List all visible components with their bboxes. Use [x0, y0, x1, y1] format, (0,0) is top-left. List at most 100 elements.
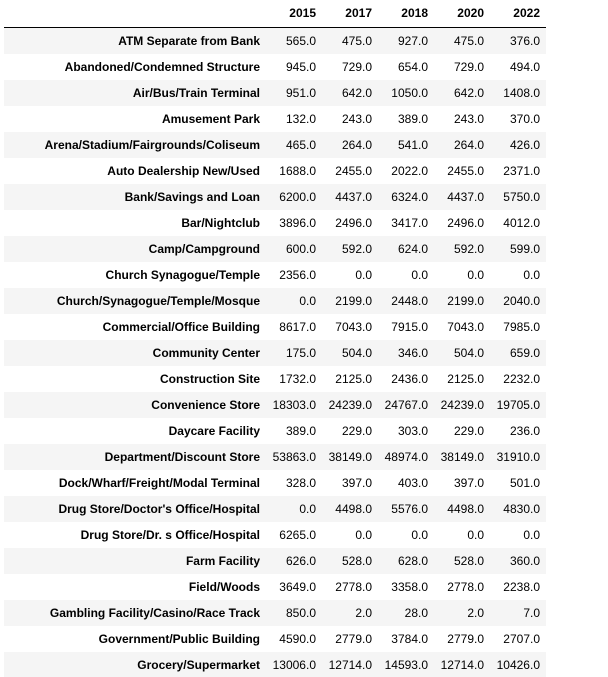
table-cell: 24767.0: [384, 398, 428, 412]
table-body: ATM Separate from Bank 565.0 475.0 927.0 475…: [4, 27, 546, 677]
table-cell: 397.0: [341, 476, 372, 490]
table-cell: 3417.0: [391, 216, 428, 230]
table-row: Field/Woods 3649.0 2778.0 3358.0 2778.0 2238.…: [4, 574, 546, 600]
table-cell: 4590.0: [279, 632, 316, 646]
table-cell: 229.0: [341, 424, 372, 438]
table-cell: 2232.0: [503, 372, 540, 386]
table-cell: 24239.0: [328, 398, 372, 412]
table-cell: 19705.0: [496, 398, 540, 412]
row-label: Drug Store/Doctor's Office/Hospital: [58, 502, 260, 516]
table-cell: 4437.0: [447, 190, 484, 204]
index-header: [4, 0, 266, 28]
table-row: Auto Dealership New/Used 1688.0 2455.0 2022…: [4, 158, 546, 184]
table-cell: 6324.0: [391, 190, 428, 204]
table-cell: 2238.0: [503, 580, 540, 594]
table-cell: 426.0: [509, 138, 540, 152]
table-cell: 2707.0: [503, 632, 540, 646]
table-cell: 951.0: [285, 86, 316, 100]
table-cell: 12714.0: [328, 658, 372, 672]
table-cell: 7043.0: [335, 320, 372, 334]
table-cell: 2778.0: [447, 580, 484, 594]
table-cell: 403.0: [397, 476, 428, 490]
table-cell: 2779.0: [335, 632, 372, 646]
table-cell: 2496.0: [335, 216, 372, 230]
table-row: Abandoned/Condemned Structure 945.0 729.0 6…: [4, 54, 546, 80]
table-cell: 0.0: [355, 528, 372, 542]
table-row: Arena/Stadium/Fairgrounds/Coliseum 465.0 2…: [4, 132, 546, 158]
table-cell: 2455.0: [335, 164, 372, 178]
row-label: Air/Bus/Train Terminal: [132, 86, 260, 100]
table-cell: 346.0: [397, 346, 428, 360]
table-cell: 475.0: [341, 34, 372, 48]
table-cell: 541.0: [397, 138, 428, 152]
table-cell: 31910.0: [496, 450, 540, 464]
row-label: Auto Dealership New/Used: [107, 164, 260, 178]
table-row: Amusement Park 132.0 243.0 389.0 243.0 370.0: [4, 106, 546, 132]
table-cell: 4498.0: [335, 502, 372, 516]
row-label: Grocery/Supermarket: [137, 658, 260, 672]
table-row: Church/Synagogue/Temple/Mosque 0.0 2199.0 2…: [4, 288, 546, 314]
table-cell: 5576.0: [391, 502, 428, 516]
table-cell: 1732.0: [279, 372, 316, 386]
header-row: 2015 2017 2018 2020 2022: [4, 0, 546, 28]
row-label: Department/Discount Store: [104, 450, 260, 464]
table-row: Commercial/Office Building 8617.0 7043.0 79…: [4, 314, 546, 340]
table-cell: 28.0: [404, 606, 428, 620]
table-cell: 14593.0: [384, 658, 428, 672]
table-header: 2015 2017 2018 2020 2022: [4, 0, 546, 28]
table-row: ATM Separate from Bank 565.0 475.0 927.0 475…: [4, 27, 546, 54]
dataframe-table: 2015 2017 2018 2020 2022 ATM Separate fr…: [4, 0, 546, 677]
table-cell: 0.0: [411, 268, 428, 282]
table-row: Gambling Facility/Casino/Race Track 850.0…: [4, 600, 546, 626]
table-cell: 389.0: [285, 424, 316, 438]
table-cell: 13006.0: [272, 658, 316, 672]
table-row: Construction Site 1732.0 2125.0 2436.0 2125.…: [4, 366, 546, 392]
table-cell: 2125.0: [447, 372, 484, 386]
table-row: Bar/Nightclub 3896.0 2496.0 3417.0 2496.0 401…: [4, 210, 546, 236]
table-cell: 1688.0: [279, 164, 316, 178]
table-cell: 360.0: [509, 554, 540, 568]
table-row: Grocery/Supermarket 13006.0 12714.0 14593.0…: [4, 652, 546, 677]
column-header: 2015: [266, 0, 322, 28]
table-cell: 642.0: [453, 86, 484, 100]
table-cell: 4830.0: [503, 502, 540, 516]
table-cell: 0.0: [299, 502, 316, 516]
table-row: Government/Public Building 4590.0 2779.0 37…: [4, 626, 546, 652]
table-cell: 370.0: [509, 112, 540, 126]
table-cell: 7.0: [523, 606, 540, 620]
table-cell: 0.0: [467, 528, 484, 542]
table-cell: 850.0: [285, 606, 316, 620]
table-cell: 600.0: [285, 242, 316, 256]
table-cell: 10426.0: [496, 658, 540, 672]
table-cell: 3358.0: [391, 580, 428, 594]
table-cell: 4437.0: [335, 190, 372, 204]
table-cell: 592.0: [341, 242, 372, 256]
row-label: Commercial/Office Building: [102, 320, 260, 334]
row-label: Convenience Store: [151, 398, 260, 412]
table-row: Camp/Campground 600.0 592.0 624.0 592.0 599.0: [4, 236, 546, 262]
table-row: Church Synagogue/Temple 2356.0 0.0 0.0 0.0 0.…: [4, 262, 546, 288]
table-cell: 0.0: [355, 268, 372, 282]
table-cell: 328.0: [285, 476, 316, 490]
table-cell: 132.0: [285, 112, 316, 126]
table-cell: 3649.0: [279, 580, 316, 594]
table-cell: 2778.0: [335, 580, 372, 594]
table-cell: 3896.0: [279, 216, 316, 230]
table-cell: 0.0: [299, 294, 316, 308]
table-cell: 2199.0: [447, 294, 484, 308]
table-cell: 38149.0: [440, 450, 484, 464]
table-cell: 2199.0: [335, 294, 372, 308]
table-cell: 626.0: [285, 554, 316, 568]
table-cell: 2125.0: [335, 372, 372, 386]
table-cell: 624.0: [397, 242, 428, 256]
row-label: Camp/Campground: [148, 242, 260, 256]
table-row: Drug Store/Doctor's Office/Hospital 0.0 44…: [4, 496, 546, 522]
table-cell: 2022.0: [391, 164, 428, 178]
table-cell: 4498.0: [447, 502, 484, 516]
table-cell: 528.0: [341, 554, 372, 568]
table-cell: 504.0: [341, 346, 372, 360]
table-cell: 175.0: [285, 346, 316, 360]
table-row: Farm Facility 626.0 528.0 628.0 528.0 360.0: [4, 548, 546, 574]
table-cell: 2371.0: [503, 164, 540, 178]
table-row: Department/Discount Store 53863.0 38149.0 4…: [4, 444, 546, 470]
